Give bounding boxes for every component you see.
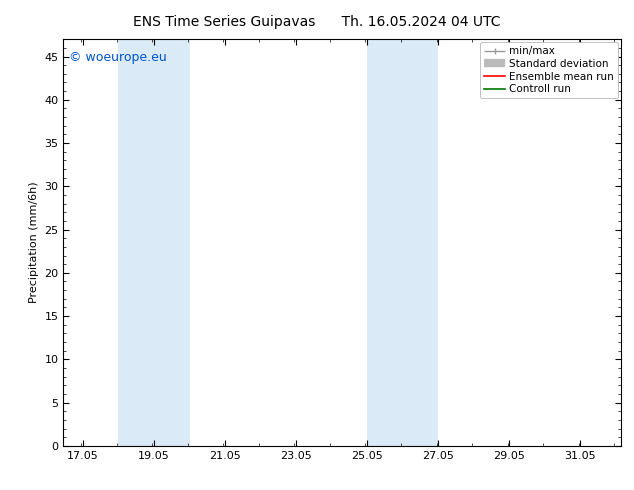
Legend: min/max, Standard deviation, Ensemble mean run, Controll run: min/max, Standard deviation, Ensemble me… bbox=[480, 42, 618, 98]
Bar bbox=[367, 39, 438, 446]
Text: © woeurope.eu: © woeurope.eu bbox=[69, 51, 167, 64]
Bar bbox=[119, 39, 190, 446]
Text: ENS Time Series Guipavas      Th. 16.05.2024 04 UTC: ENS Time Series Guipavas Th. 16.05.2024 … bbox=[133, 15, 501, 29]
Y-axis label: Precipitation (mm/6h): Precipitation (mm/6h) bbox=[29, 182, 39, 303]
